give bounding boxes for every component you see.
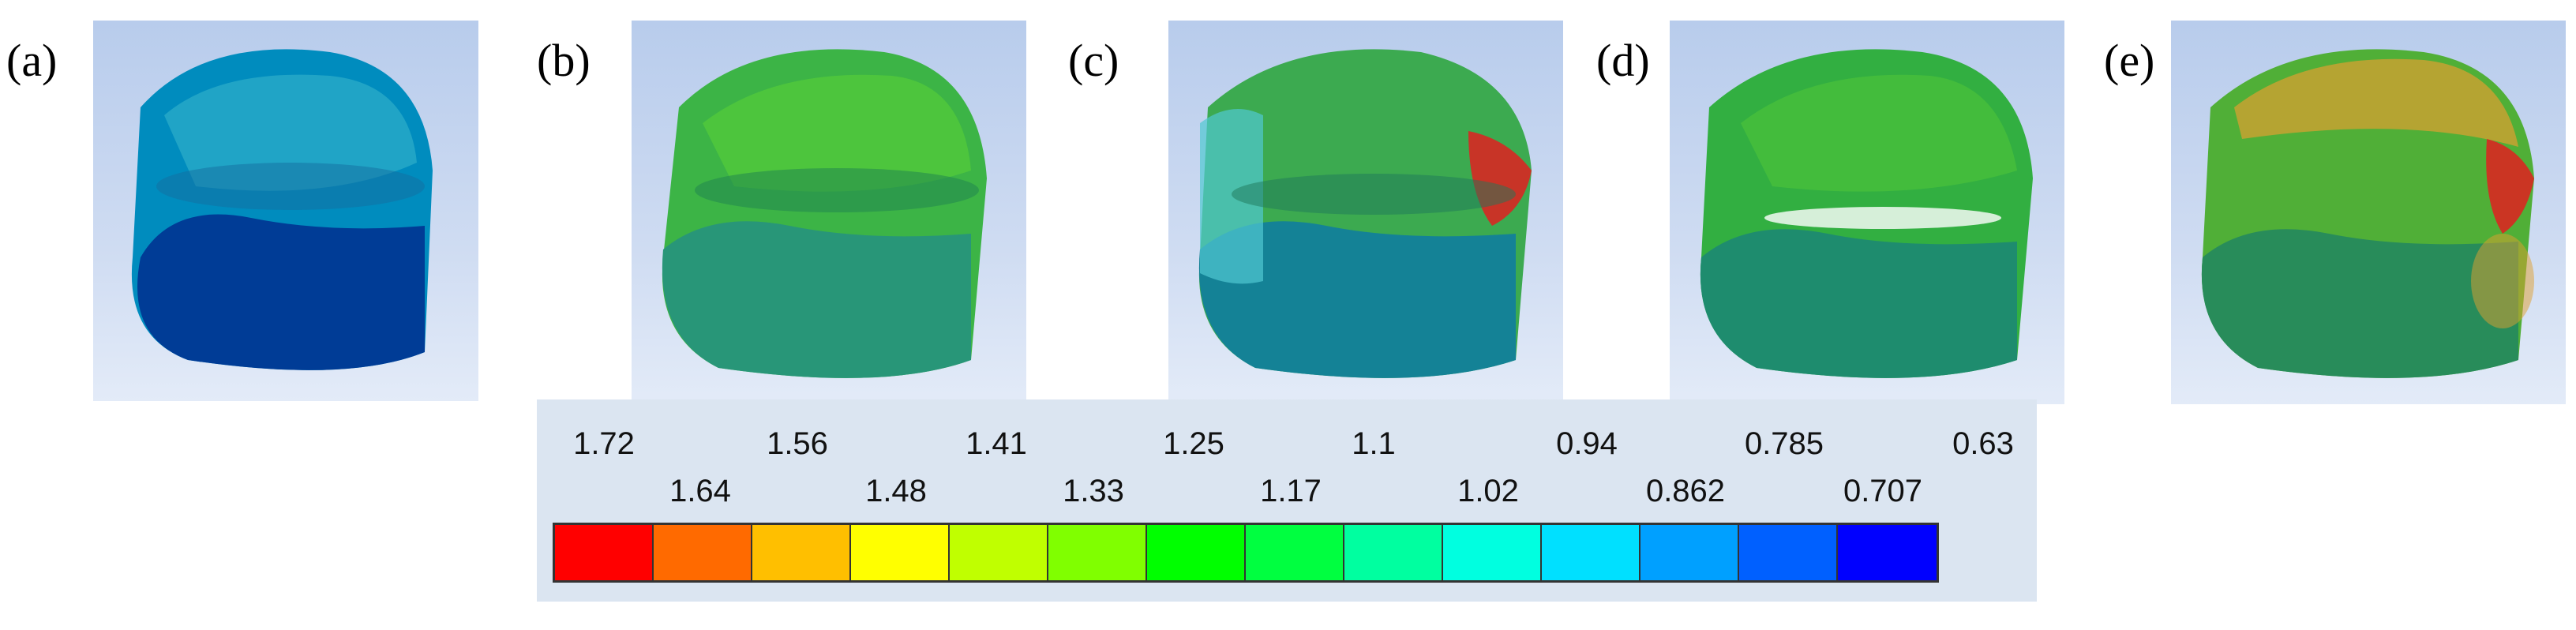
legend-tick-bottom: 0.707 (1843, 474, 1923, 508)
panel-label-c: (c) (1068, 35, 1119, 86)
colorbar-swatch-13 (1838, 525, 1937, 580)
panel-label-e: (e) (2104, 35, 2155, 86)
panel-label-b: (b) (537, 35, 591, 86)
panel-label-a: (a) (6, 35, 58, 86)
panel-d-render (1670, 21, 2064, 404)
colorbar-swatch-4 (950, 525, 1048, 580)
vessel-shape-c (1198, 49, 1532, 378)
legend-tick-bottom: 1.17 (1260, 474, 1322, 508)
colorbar-swatch-3 (851, 525, 950, 580)
legend-tick-top: 1.72 (573, 426, 635, 461)
color-legend: 1.72 1.56 1.41 1.25 1.1 0.94 0.785 0.63 … (537, 399, 2037, 602)
legend-tick-bottom: 1.64 (669, 474, 731, 508)
colorbar-swatch-12 (1739, 525, 1838, 580)
legend-tick-bottom: 1.33 (1063, 474, 1124, 508)
legend-tick-bottom: 1.02 (1457, 474, 1519, 508)
panel-e-render (2171, 21, 2566, 404)
legend-tick-top: 0.94 (1556, 426, 1618, 461)
colorbar-swatch-10 (1542, 525, 1640, 580)
vessel-shape-b (662, 49, 987, 378)
legend-tick-bottom: 0.862 (1645, 474, 1726, 508)
colorbar (553, 523, 1939, 583)
legend-tick-top: 1.56 (767, 426, 828, 461)
legend-tick-top: 1.1 (1352, 426, 1396, 461)
panel-a-render (93, 21, 478, 401)
colorbar-swatch-5 (1048, 525, 1147, 580)
colorbar-swatch-11 (1640, 525, 1739, 580)
legend-tick-bottom: 1.48 (865, 474, 927, 508)
vessel-shape-e (2201, 49, 2534, 378)
colorbar-swatch-6 (1147, 525, 1246, 580)
panel-label-d: (d) (1596, 35, 1650, 86)
colorbar-swatch-1 (654, 525, 752, 580)
colorbar-swatch-9 (1443, 525, 1542, 580)
colorbar-swatch-7 (1246, 525, 1344, 580)
vessel-shape-d (1700, 49, 2033, 378)
legend-tick-top: 0.63 (1952, 426, 2014, 461)
legend-tick-top: 1.41 (966, 426, 1027, 461)
colorbar-swatch-0 (555, 525, 654, 580)
colorbar-swatch-2 (752, 525, 851, 580)
legend-tick-top: 0.785 (1744, 426, 1824, 461)
legend-tick-top: 1.25 (1163, 426, 1224, 461)
colorbar-swatch-8 (1344, 525, 1443, 580)
panel-c-render (1168, 21, 1563, 403)
vessel-shape-a (131, 49, 433, 370)
panel-b-render (632, 21, 1026, 404)
